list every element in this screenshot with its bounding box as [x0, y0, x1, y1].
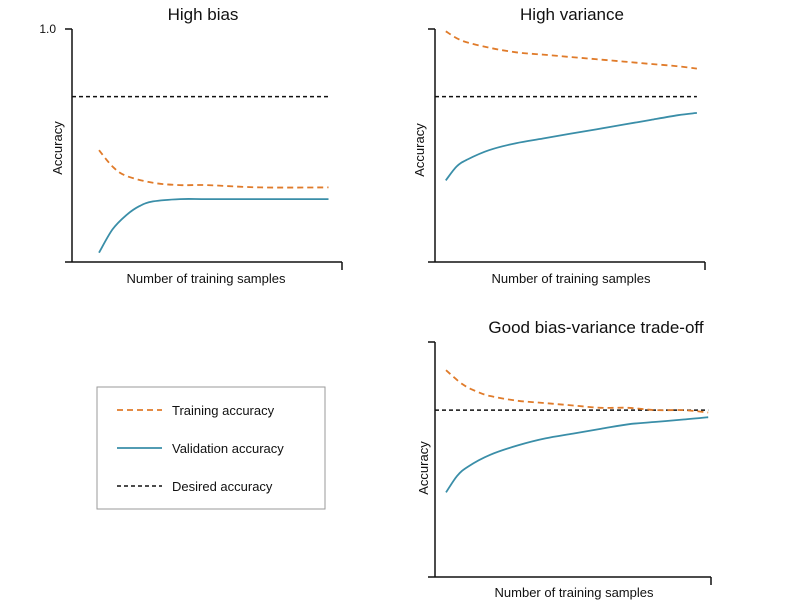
x-axis-label: Number of training samples [492, 271, 651, 286]
series-line-training [445, 369, 709, 414]
legend-label: Training accuracy [172, 403, 275, 418]
legend-item: Validation accuracy [117, 441, 284, 456]
series-line-validation [98, 198, 329, 254]
legend: Training accuracy Validation accuracy De… [96, 386, 326, 510]
y-axis-label: Accuracy [50, 121, 65, 175]
series-line-training [98, 149, 329, 189]
legend-label: Desired accuracy [172, 479, 273, 494]
legend-item: Desired accuracy [117, 479, 273, 494]
chart-good-tradeoff: Good bias-variance trade-off Number of t… [416, 318, 712, 600]
chart-high-variance: High variance Number of training samples… [412, 5, 706, 286]
x-axis-label: Number of training samples [495, 585, 654, 600]
x-axis-label: Number of training samples [127, 271, 286, 286]
y-axis-label: Accuracy [416, 441, 431, 495]
series-line-validation [445, 112, 698, 181]
ytick-label: 1.0 [39, 22, 56, 36]
chart-high-bias: High bias 1.0 Number of training samples… [39, 5, 343, 286]
chart-title: High bias [168, 5, 239, 24]
chart-title: High variance [520, 5, 624, 24]
y-axis-label: Accuracy [412, 123, 427, 177]
legend-label: Validation accuracy [172, 441, 284, 456]
chart-title: Good bias-variance trade-off [488, 318, 703, 337]
series-line-training [445, 30, 698, 70]
series-line-validation [445, 416, 709, 493]
legend-item: Training accuracy [117, 403, 275, 418]
